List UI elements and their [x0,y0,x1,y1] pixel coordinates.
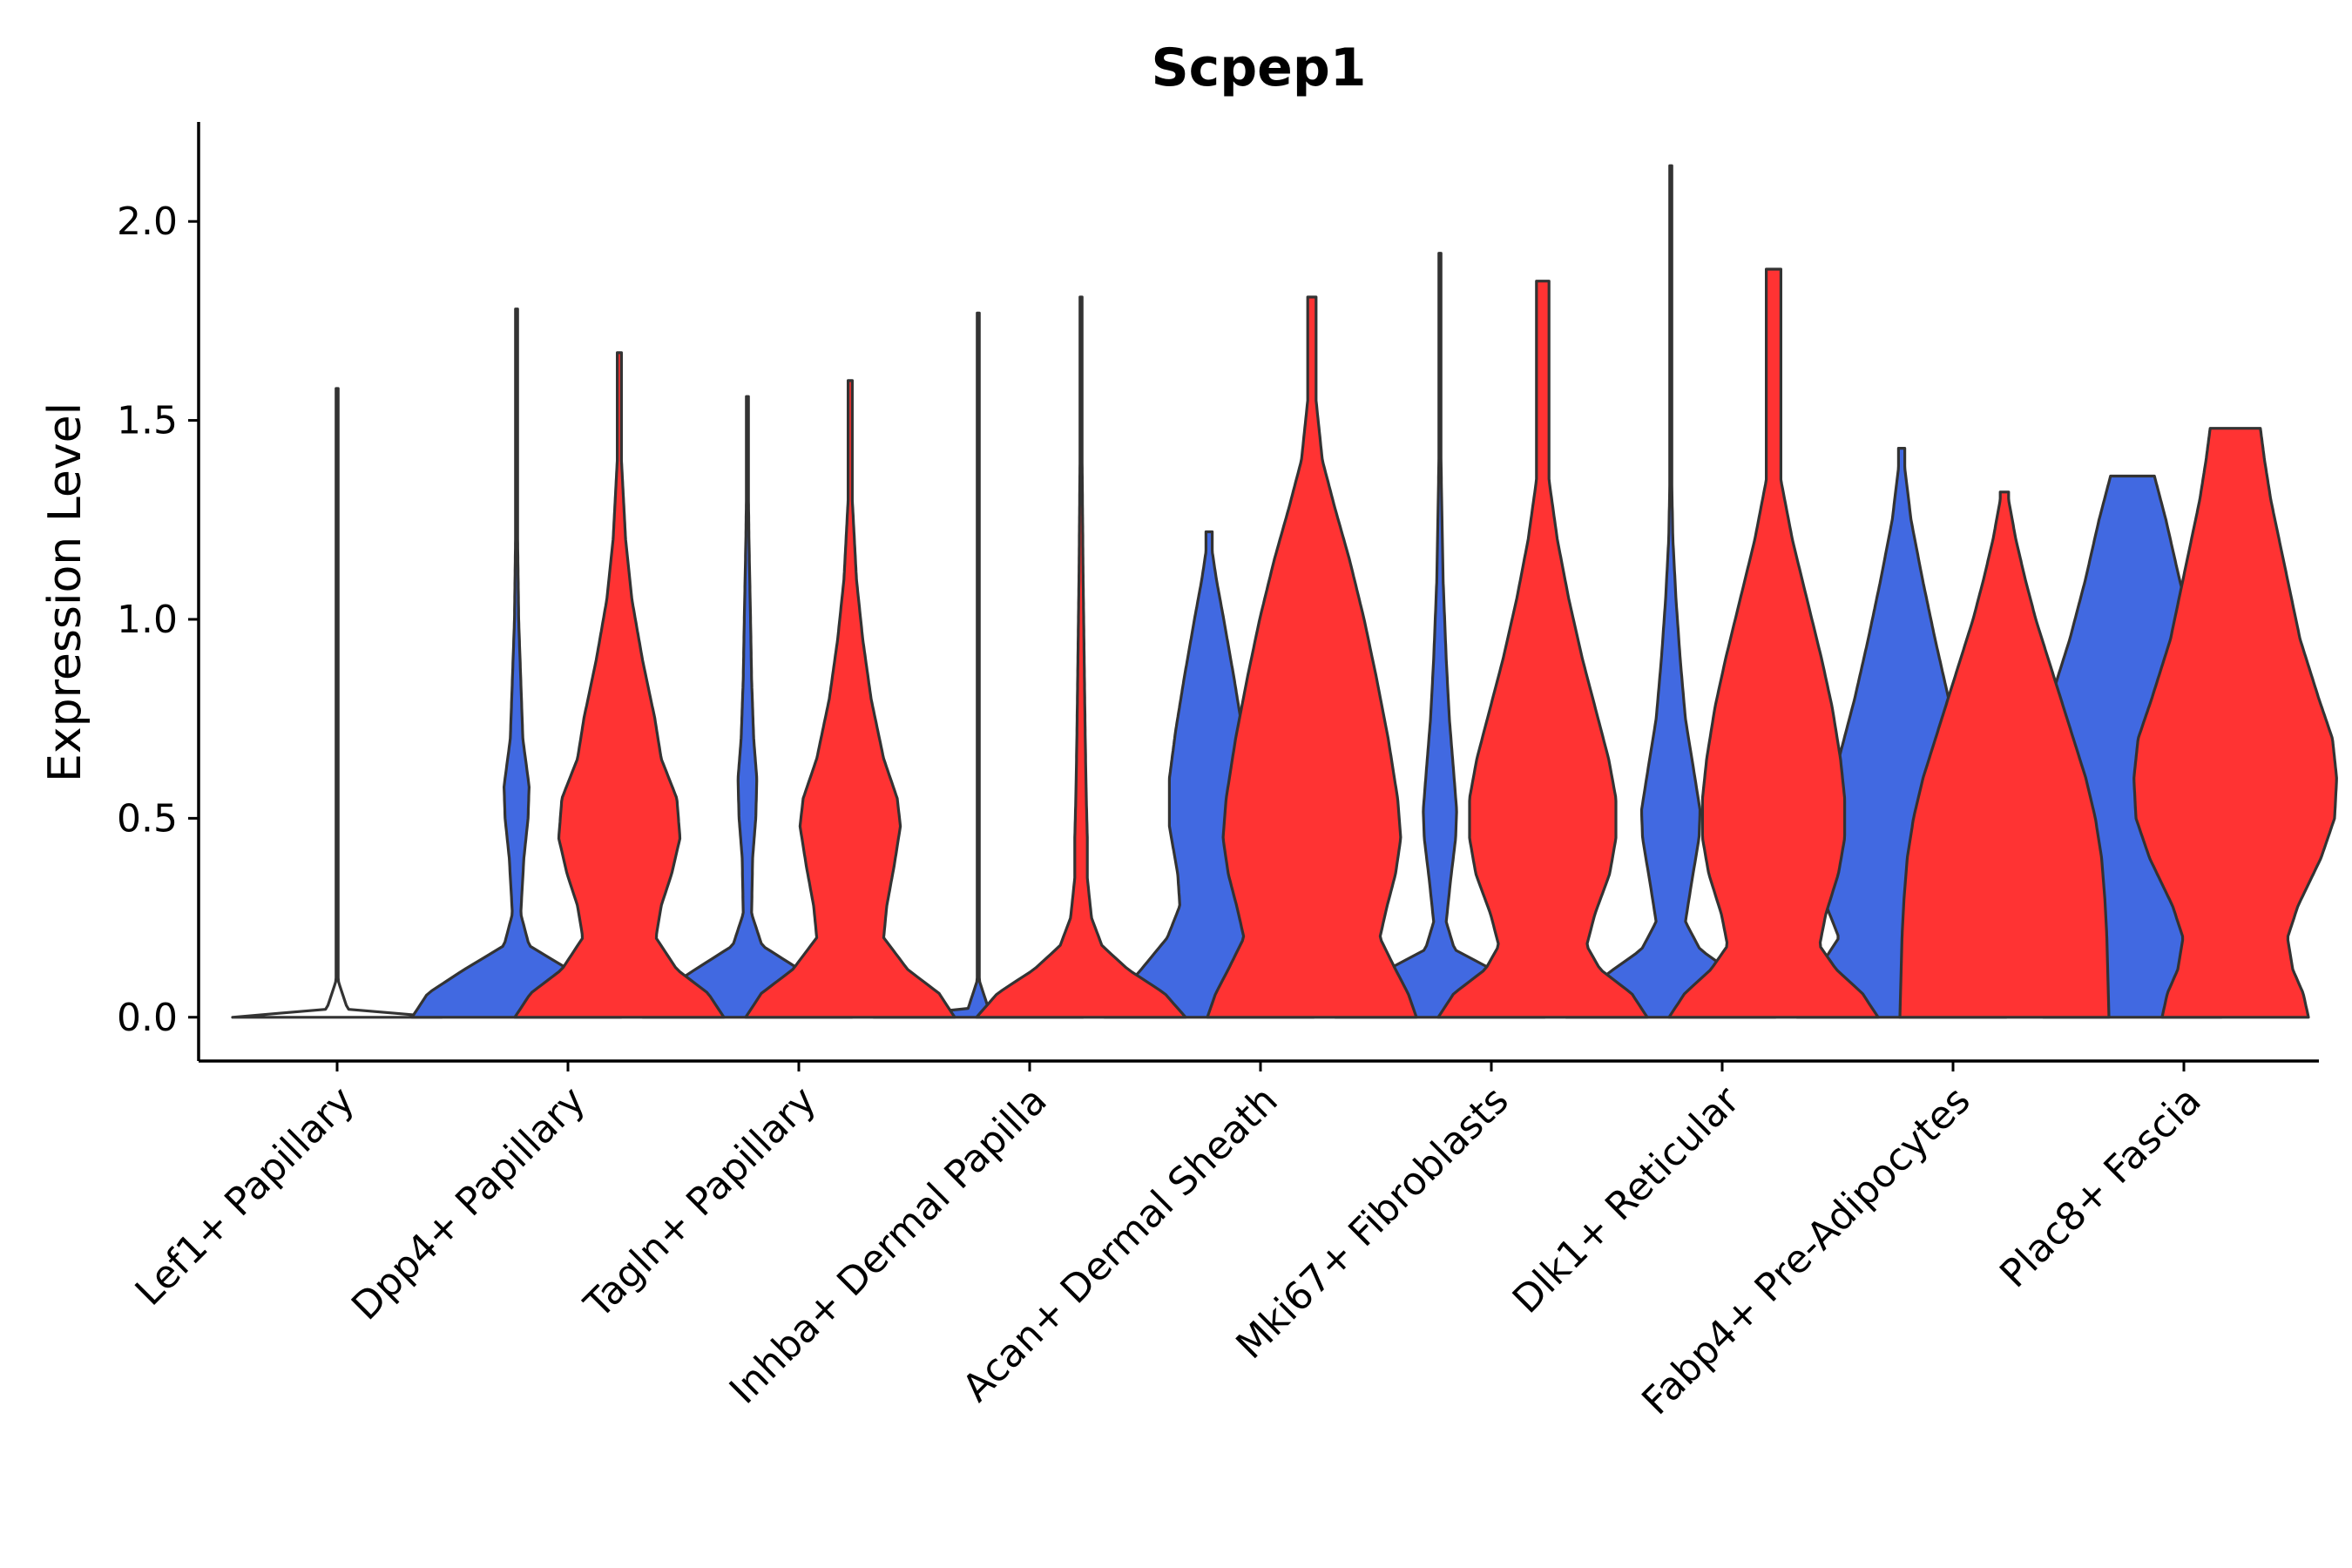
y-tick-label: 2.0 [117,199,178,244]
x-tick-label: Tagln+ Papillary [576,1078,825,1328]
x-tick-label: Dlk1+ Reticular [1504,1078,1749,1322]
y-tick-label: 0.0 [117,996,178,1040]
y-tick-label: 1.0 [117,598,178,642]
violin-group1-4 [872,311,1085,1019]
y-axis-title: Expression Level [39,402,91,782]
violin-group1-1 [231,387,443,1019]
chart-title: Scpep1 [1151,37,1366,98]
violin-group2-7 [1667,267,1880,1019]
y-tick-label: 0.5 [117,796,178,841]
violin-group2-4 [975,295,1187,1019]
x-tick-label: Lef1+ Papillary [127,1078,363,1315]
violin-group1-7 [1565,164,1777,1019]
x-tick-label: Plac8+ Fascia [1991,1078,2210,1297]
violin-group2-6 [1436,280,1649,1019]
violin-group1-2 [410,308,623,1019]
y-tick-label: 1.5 [117,399,178,443]
violin-group2-3 [744,379,956,1019]
violin-group2-8 [1898,490,2111,1019]
violins-layer [231,164,2338,1019]
violin-group1-6 [1334,252,1546,1019]
x-tick-label: Dpp4+ Papillary [343,1078,594,1329]
violin-group2-9 [2132,427,2338,1019]
violin-group1-3 [641,395,854,1019]
violin-group2-2 [513,351,726,1019]
violin-group2-5 [1206,295,1418,1019]
